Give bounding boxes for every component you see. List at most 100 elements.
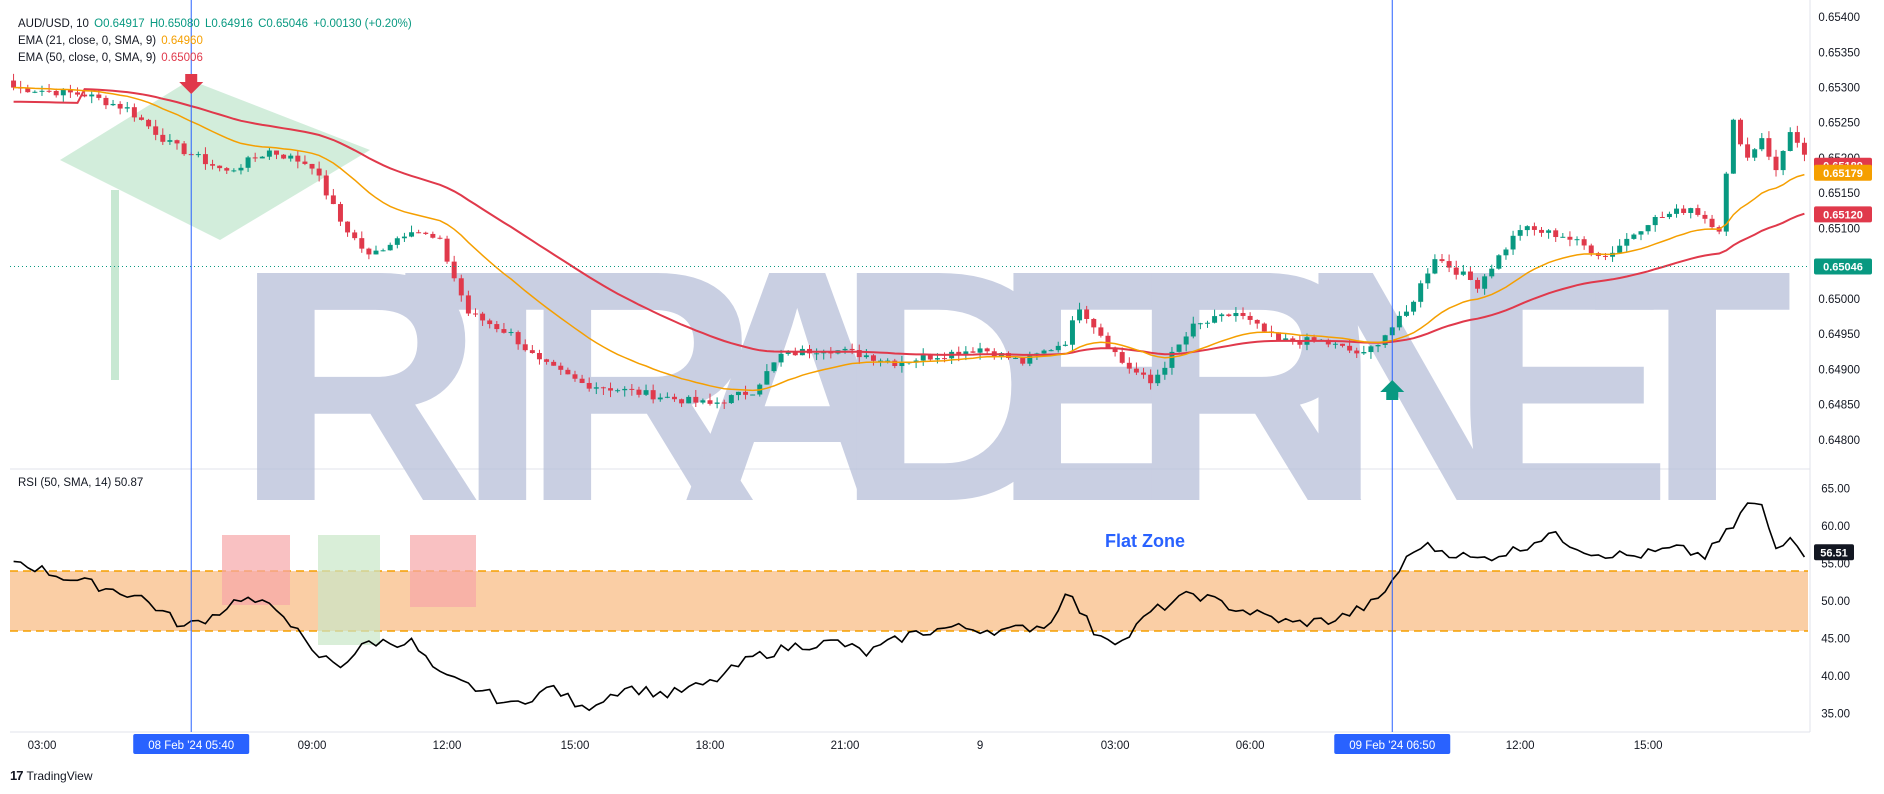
candle-body [416,232,422,234]
time-tick-label: 15:00 [1634,740,1663,752]
candle-body [380,250,386,252]
footer-brand[interactable]: TradingView [26,768,93,783]
candle-body [1141,372,1147,375]
time-marker-label: 09 Feb '24 06:50 [1349,740,1435,752]
candle-body [1730,119,1736,174]
candle-body [11,80,17,88]
candle-body [451,261,457,279]
candle-body [1375,344,1381,347]
candle-body [536,353,542,360]
ema50-label: EMA (50, close, 0, SMA, 9) [18,52,157,64]
candle-body [679,399,685,404]
candle-body [1745,144,1751,158]
candle-body [743,391,749,395]
candle-body [295,155,301,162]
candle-body [778,353,784,363]
candle-body [1133,368,1139,373]
up-arrow-icon [1380,380,1405,400]
high-value: H0.65080 [149,18,200,30]
candle-body [487,320,493,325]
candle-body [1645,225,1651,232]
candle-body [1766,138,1772,157]
price-tick-label: 0.64900 [1818,364,1860,376]
price-tick-label: 0.65100 [1818,223,1860,235]
candle-body [615,390,621,392]
candle-body [963,351,969,356]
candle-body [401,236,407,239]
candle-body [1688,208,1694,213]
candle-body [238,167,244,171]
candle-body [1574,239,1580,241]
candle-body [210,164,216,166]
candle-body [863,355,869,358]
candle-body [1695,208,1701,215]
candle-body [1126,362,1132,369]
candle-body [629,388,635,390]
ema50-legend[interactable]: EMA (50, close, 0, SMA, 9) 0.65006 [18,50,205,66]
candle-body [1510,235,1516,250]
candle-body [473,313,478,315]
candle-body [764,371,770,385]
candle-body [643,390,649,395]
candle-body [259,156,265,159]
candle-body [814,353,820,355]
candle-body [1041,350,1047,354]
candle-body [1681,208,1687,213]
rsi-legend[interactable]: RSI (50, SMA, 14) 50.87 [18,477,143,489]
candle-body [423,232,429,234]
candle-body [1709,218,1715,228]
rsi-current-label: 56.51 [1820,547,1848,559]
price-tick-label: 0.65400 [1818,12,1860,24]
candle-body [686,396,692,404]
ema21-line [13,86,1805,392]
candle-body [1453,267,1459,275]
candle-body [572,374,578,379]
price-tick-label: 0.65000 [1818,294,1860,306]
candle-body [1020,357,1026,364]
price-tag-bg [1814,206,1872,223]
candle-body [1780,150,1786,171]
candle-body [252,157,258,159]
price-tag-bg [1814,258,1872,275]
time-tick-label: 12:00 [1506,740,1535,752]
tradingview-logo-icon[interactable]: 17 [10,768,24,783]
candle-body [693,396,699,403]
candle-body [1801,142,1807,155]
price-tag-label: 0.65120 [1823,209,1863,221]
rsi-tick-label: 65.00 [1821,484,1850,496]
candle-body [1794,132,1800,143]
time-tick-label: 09:00 [298,740,327,752]
ema21-legend[interactable]: EMA (21, close, 0, SMA, 9) 0.64960 [18,33,205,49]
candle-body [1475,279,1481,289]
rsi-tick-label: 50.00 [1821,596,1850,608]
candle-body [167,140,173,142]
candle-body [750,394,756,396]
candle-body [224,168,230,171]
candle-body [544,359,550,362]
candle-body [195,154,201,156]
candle-body [1524,226,1530,231]
candle-body [1162,367,1168,375]
candle-body [494,324,500,330]
candle-body [1723,173,1729,232]
candle-body [970,351,976,353]
candle-body [373,250,379,255]
time-tick-label: 21:00 [831,740,860,752]
candle-body [1403,311,1409,316]
candle-body [728,395,734,404]
candle-body [529,350,535,354]
candle-body [1674,208,1680,214]
candle-body [266,150,272,157]
open-value: O0.64917 [94,18,145,30]
candle-body [1006,353,1011,359]
candle-body [146,119,152,127]
rsi-tick-label: 35.00 [1821,708,1850,720]
candle-body [1069,320,1075,345]
candle-body [977,348,983,353]
symbol-name[interactable]: AUD/USD, 10 [18,18,89,30]
candle-body [444,238,450,262]
ema21-value: 0.64960 [161,35,203,47]
candle-body [458,278,464,296]
candle-body [1659,216,1665,218]
